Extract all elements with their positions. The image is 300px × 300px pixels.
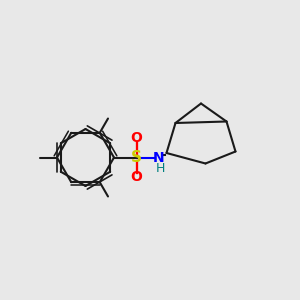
Text: O: O (130, 170, 142, 184)
Text: S: S (131, 150, 142, 165)
Text: O: O (130, 131, 142, 145)
Text: N: N (153, 151, 165, 164)
Text: H: H (156, 162, 165, 176)
